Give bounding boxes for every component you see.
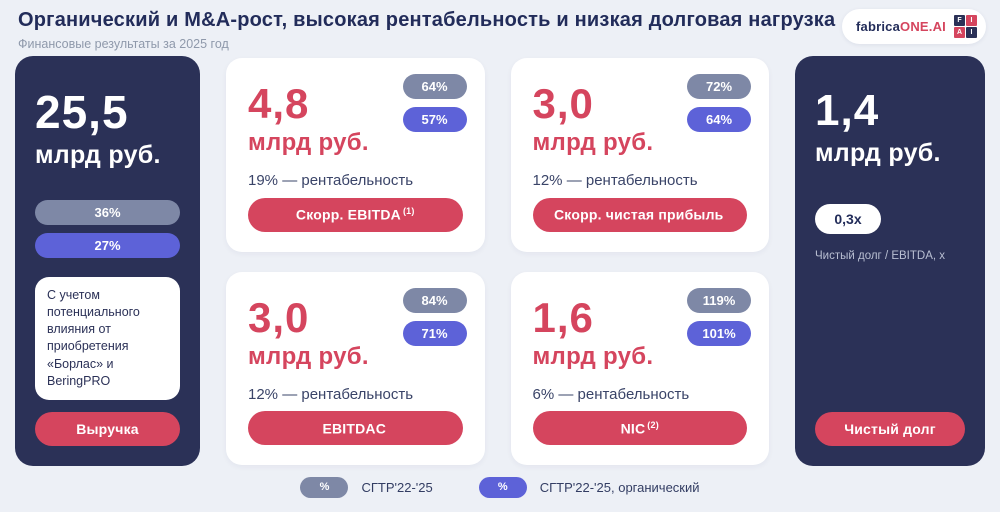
revenue-growth-badges: 36% 27% <box>35 200 180 259</box>
ebitdac-badges: 84% 71% <box>402 287 467 346</box>
adj-net-profit-badges: 72% 64% <box>687 74 751 132</box>
nic-margin: 6% — рентабельность <box>532 385 690 403</box>
header: Органический и M&A-рост, высокая рентабе… <box>0 0 1000 52</box>
adj-ebitda-value: 4,8 <box>248 80 310 127</box>
nic-button-label: NIC <box>620 420 646 437</box>
percent-swatch-gray-icon: % <box>300 476 349 498</box>
cagr-organic-badge: 27% <box>35 233 180 259</box>
cagr-organic-badge: 64% <box>687 107 751 132</box>
adj-ebitda-button[interactable]: Скорр. EBITDA (1) <box>248 197 463 232</box>
net-debt-card: 1,4 млрд руб. 0,3x Чистый долг / EBITDA,… <box>795 56 985 466</box>
cagr-total-badge: 36% <box>35 200 180 226</box>
cagr-total-badge: 72% <box>687 74 751 99</box>
adj-net-profit-value: 3,0 <box>532 80 594 127</box>
legend: % СГТР'22-'25 % СГТР'22-'25, органически… <box>0 466 1000 508</box>
page-subtitle: Финансовые результаты за 2025 год <box>18 37 229 51</box>
nic-value: 1,6 <box>532 293 594 341</box>
header-titles: Органический и M&A-рост, высокая рентабе… <box>18 9 835 51</box>
logo-grid-cell-a: A <box>954 27 965 38</box>
adj-net-profit-button-label: Скорр. чистая прибыль <box>553 206 724 223</box>
ebitdac-unit: млрд руб. <box>248 342 369 370</box>
adj-net-profit-unit: млрд руб. <box>532 129 654 157</box>
logo-wordmark: fabricaONE.AI <box>856 19 946 34</box>
logo-wordmark-left: fabrica <box>855 19 901 34</box>
page-title: Органический и M&A-рост, высокая рентабе… <box>18 9 836 31</box>
cagr-organic-badge: 57% <box>402 107 467 132</box>
cards-area: 25,5 млрд руб. 36% 27% С учетом потенциа… <box>0 52 1000 466</box>
legend-item-cagr-organic: % СГТР'22-'25, органический <box>478 476 700 498</box>
net-debt-ebitda-ratio-badge: 0,3x <box>815 204 881 235</box>
ebitdac-margin: 12% — рентабельность <box>248 385 414 403</box>
revenue-card: 25,5 млрд руб. 36% 27% С учетом потенциа… <box>15 56 200 466</box>
fabrica-one-logo: fabricaONE.AI F I A I <box>841 9 986 44</box>
net-debt-unit: млрд руб. <box>815 139 941 168</box>
ebitdac-button[interactable]: EBITDAC <box>248 411 463 445</box>
adj-ebitda-card: 64% 57% 4,8 млрд руб. 19% — рентабельнос… <box>226 58 485 252</box>
net-debt-ebitda-ratio-label: Чистый долг / EBITDA, x <box>815 250 946 263</box>
adj-ebitda-unit: млрд руб. <box>248 129 369 157</box>
ebitdac-card: 84% 71% 3,0 млрд руб. 12% — рентабельнос… <box>226 271 485 465</box>
cagr-total-badge: 84% <box>402 287 467 313</box>
nic-badges: 119% 101% <box>687 287 751 346</box>
cagr-organic-badge: 101% <box>687 320 751 346</box>
adj-ebitda-margin: 19% — рентабельность <box>248 172 414 190</box>
nic-footnote-marker: (2) <box>647 419 659 430</box>
logo-grid-cell-f: F <box>954 15 965 26</box>
cagr-organic-badge: 71% <box>402 320 467 346</box>
logo-grid-cell-i2: I <box>966 27 977 38</box>
metrics-column-1: 64% 57% 4,8 млрд руб. 19% — рентабельнос… <box>226 56 485 466</box>
adj-ebitda-badges: 64% 57% <box>402 74 467 132</box>
logo-grid-cell-i1: I <box>966 15 977 26</box>
revenue-note: С учетом потенциального влияния от приоб… <box>35 276 180 400</box>
net-debt-button[interactable]: Чистый долг <box>815 412 965 446</box>
logo-wordmark-right: ONE.AI <box>900 19 946 34</box>
adj-net-profit-button[interactable]: Скорр. чистая прибыль <box>532 197 747 232</box>
net-debt-value: 1,4 <box>815 86 880 135</box>
cagr-total-badge: 64% <box>402 74 467 99</box>
legend-label-cagr-organic: СГТР'22-'25, органический <box>539 479 700 495</box>
revenue-unit: млрд руб. <box>35 141 161 170</box>
legend-item-cagr-total: % СГТР'22-'25 <box>300 476 433 498</box>
cagr-total-badge: 119% <box>687 287 751 313</box>
nic-unit: млрд руб. <box>532 342 654 370</box>
adj-ebitda-footnote-marker: (1) <box>402 206 415 217</box>
percent-swatch-purple-icon: % <box>478 476 527 498</box>
legend-label-cagr-total: СГТР'22-'25 <box>361 479 433 495</box>
ebitdac-button-label: EBITDAC <box>322 420 387 437</box>
adj-ebitda-button-label: Скорр. EBITDA <box>295 206 401 223</box>
nic-card: 119% 101% 1,6 млрд руб. 6% — рентабельно… <box>510 271 769 465</box>
nic-button[interactable]: NIC (2) <box>532 411 747 445</box>
adj-net-profit-margin: 12% — рентабельность <box>532 172 698 190</box>
adj-net-profit-card: 72% 64% 3,0 млрд руб. 12% — рентабельнос… <box>510 58 769 252</box>
metrics-column-2: 72% 64% 3,0 млрд руб. 12% — рентабельнос… <box>510 56 769 466</box>
revenue-button[interactable]: Выручка <box>35 412 180 446</box>
ebitdac-value: 3,0 <box>248 293 310 341</box>
fabrica-grid-icon: F I A I <box>954 15 977 38</box>
revenue-value: 25,5 <box>35 86 129 138</box>
